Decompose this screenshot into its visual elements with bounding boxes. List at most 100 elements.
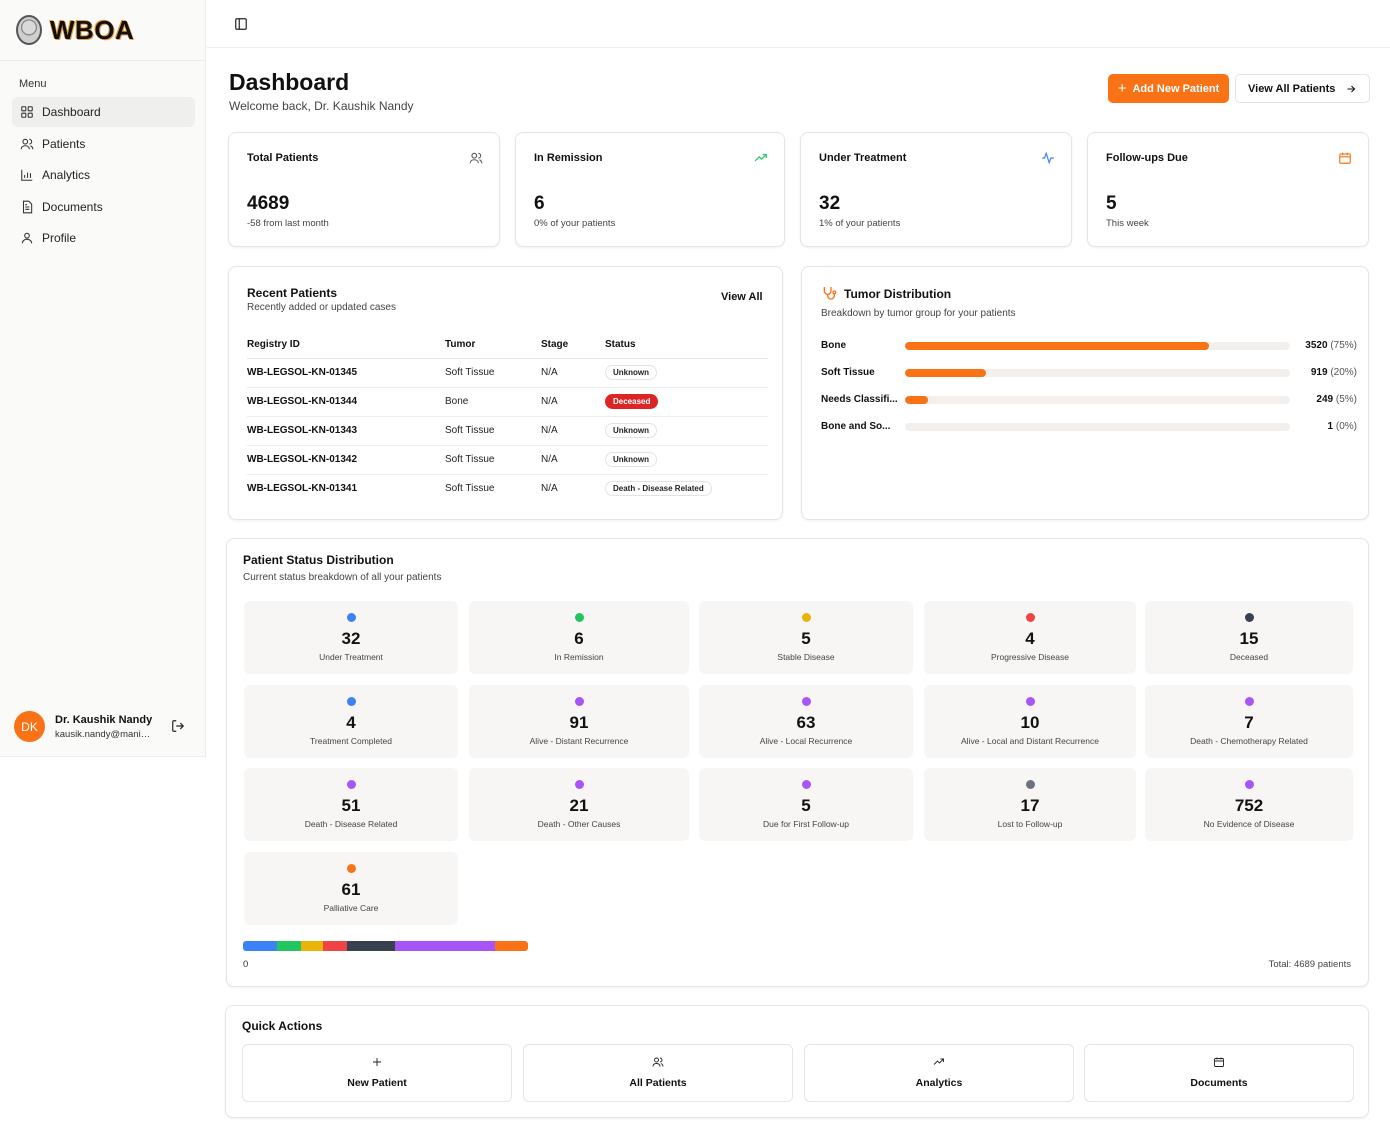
tumor: Soft Tissue (445, 483, 495, 495)
stat-value: 4689 (247, 193, 290, 214)
table-row[interactable]: WB-LEGSOL-KN-01345 Soft Tissue N/A Unkno… (247, 358, 768, 388)
status-label: No Evidence of Disease (1203, 819, 1295, 829)
tumor-row: Bone 3520 (75%) (821, 339, 1357, 353)
tumor: Bone (445, 387, 541, 417)
sidebar-item-patients[interactable]: Patients (12, 129, 195, 159)
trending-up-icon (933, 1058, 944, 1065)
tumor: Soft Tissue (445, 416, 541, 446)
quick-actions-title: Quick Actions (242, 1019, 323, 1033)
user-profile: DK Dr. Kaushik Nandy kausik.nandy@manipa… (14, 711, 194, 742)
status-badge: Deceased (605, 394, 659, 409)
status-count: 61 (341, 880, 361, 899)
status-label: Progressive Disease (991, 652, 1069, 662)
status-tile: 4 Treatment Completed (244, 685, 458, 758)
status-tile: 6 In Remission (469, 601, 689, 674)
recent-patients-card: Recent Patients Recently added or update… (228, 266, 783, 520)
table-row[interactable]: WB-LEGSOL-KN-01342 Soft Tissue N/A Unkno… (247, 445, 768, 475)
status-badge: Unknown (605, 365, 657, 380)
column-header: Tumor (445, 332, 541, 359)
tumor-distribution-subtitle: Breakdown by tumor group for your patien… (821, 308, 1016, 319)
add-new-patient-button[interactable]: + Add New Patient (1108, 74, 1229, 103)
stat-value: 5 (1106, 193, 1117, 214)
quick-action-label: Analytics (915, 1077, 963, 1089)
sidebar-toggle-icon[interactable] (234, 17, 248, 31)
page-title: Dashboard (229, 69, 350, 95)
status-label: Deceased (1229, 652, 1269, 662)
status-dot-icon (801, 780, 811, 789)
status-dot-icon (346, 780, 356, 789)
quick-action-all-patients[interactable]: All Patients (523, 1044, 793, 1102)
status-dot-icon (801, 697, 811, 706)
sidebar-item-label: Profile (42, 231, 77, 245)
file-icon (22, 200, 33, 213)
registry-id: WB-LEGSOL-KN-01345 (247, 358, 445, 388)
status-tile: 91 Alive - Distant Recurrence (469, 685, 689, 758)
status-bar-segment (322, 941, 347, 951)
column-header: Status (605, 332, 768, 359)
view-all-patients-label: View All Patients (1248, 82, 1336, 95)
status-label: In Remission (554, 652, 604, 662)
status-distribution-title: Patient Status Distribution (243, 553, 394, 567)
tumor-bar-fill (905, 396, 929, 404)
status-tile: 51 Death - Disease Related (244, 768, 458, 841)
sidebar-item-analytics[interactable]: Analytics (12, 160, 195, 190)
sidebar-item-dashboard[interactable]: Dashboard (12, 97, 195, 127)
status-badge: Death - Disease Related (605, 481, 712, 497)
tumor-value: 919 (20%) (1310, 367, 1357, 378)
stage: N/A (541, 483, 558, 495)
users-icon (469, 152, 483, 164)
menu-label: Menu (19, 78, 47, 90)
quick-action-new-patient[interactable]: New Patient (242, 1044, 512, 1102)
status-tile: 21 Death - Other Causes (469, 768, 689, 841)
table-row[interactable]: WB-LEGSOL-KN-01344 Bone N/A Deceased (247, 387, 768, 417)
tumor-label: Bone (821, 340, 846, 351)
stage: N/A (541, 387, 605, 417)
arrow-right-icon (1347, 85, 1356, 92)
logout-icon[interactable] (171, 719, 185, 733)
status-tile: 63 Alive - Local Recurrence (699, 685, 913, 758)
status-tile: 5 Stable Disease (699, 601, 913, 674)
column-header: Stage (541, 332, 605, 359)
stat-note: This week (1106, 218, 1149, 229)
view-all-link[interactable]: View All (721, 291, 763, 303)
status-bar-segment (347, 941, 396, 951)
stat-value: 6 (534, 193, 545, 214)
activity-icon (1042, 151, 1054, 165)
stage: N/A (541, 445, 605, 475)
status-dot-icon (574, 697, 584, 706)
tumor-bar-fill (905, 369, 986, 377)
avatar[interactable]: DK (14, 711, 45, 742)
status-dot-icon (801, 613, 811, 622)
status-stacked-bar (243, 941, 528, 951)
status-label: Alive - Local and Distant Recurrence (961, 736, 1099, 746)
quick-action-documents[interactable]: Documents (1084, 1044, 1354, 1102)
status-count: 6 (574, 629, 584, 648)
status-badge: Unknown (605, 452, 657, 467)
tumor-value: 1 (0%) (1327, 421, 1357, 432)
add-new-patient-label: Add New Patient (1132, 82, 1220, 95)
quick-action-analytics[interactable]: Analytics (804, 1044, 1074, 1102)
recent-patients-subtitle: Recently added or updated cases (247, 302, 396, 313)
users-icon (652, 1057, 664, 1067)
sidebar-item-documents[interactable]: Documents (12, 192, 195, 222)
recent-patients-table: Registry ID Tumor Stage Status WB-LEGSOL… (247, 332, 768, 503)
status-count: 5 (801, 629, 811, 648)
status-label: Under Treatment (319, 652, 383, 662)
table-row[interactable]: WB-LEGSOL-KN-01343 Soft Tissue N/A Unkno… (247, 416, 768, 446)
status-dot-icon (346, 864, 356, 873)
view-all-patients-button[interactable]: View All Patients (1235, 74, 1370, 103)
sidebar-item-profile[interactable]: Profile (12, 223, 195, 253)
status-tile: 7 Death - Chemotherapy Related (1145, 685, 1353, 758)
status-dot-icon (574, 613, 584, 622)
status-count: 7 (1244, 713, 1254, 732)
status-dot-icon (346, 697, 356, 706)
tumor-distribution-card: Tumor Distribution Breakdown by tumor gr… (801, 266, 1369, 520)
status-bar-segment (395, 941, 496, 951)
status-dot-icon (1244, 697, 1254, 706)
table-row[interactable]: WB-LEGSOL-KN-01341 Soft Tissue N/A Death… (247, 474, 768, 503)
quick-action-label: Documents (1190, 1077, 1248, 1089)
stage: N/A (541, 416, 605, 446)
status-bar-segment (243, 941, 278, 951)
brand[interactable]: WBOA (0, 0, 205, 61)
bar-chart-icon (21, 169, 33, 181)
